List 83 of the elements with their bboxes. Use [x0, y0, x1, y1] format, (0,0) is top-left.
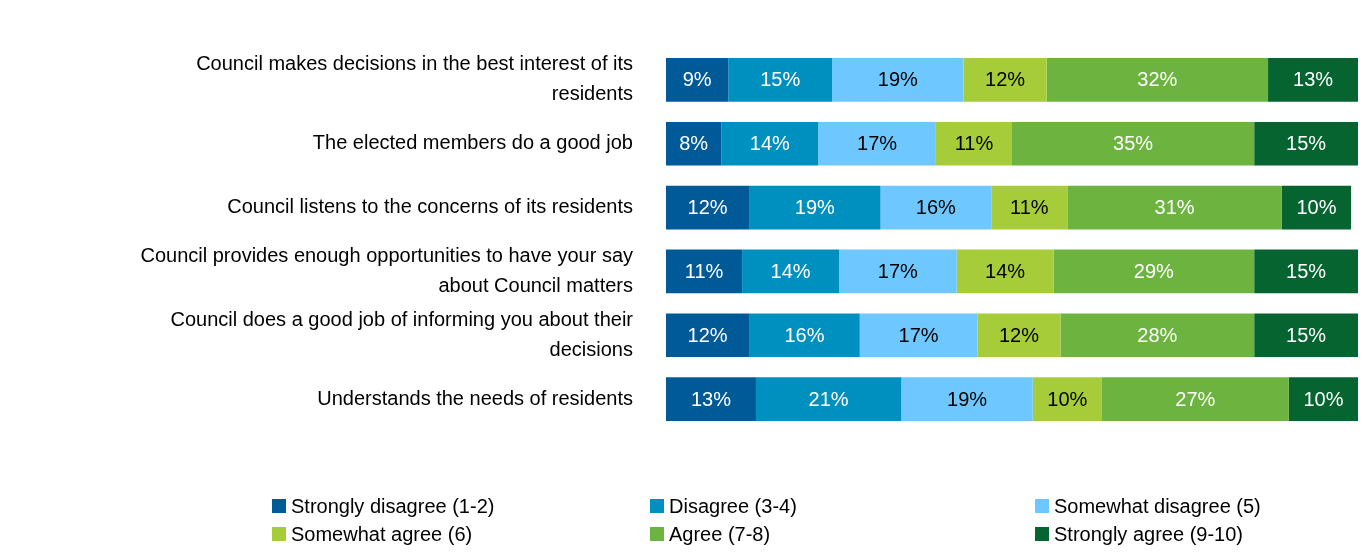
data-label: 32% [1137, 68, 1178, 91]
data-label: 17% [857, 132, 898, 155]
bar [666, 313, 750, 358]
bar [728, 58, 833, 102]
legend-label: Disagree (3-4) [669, 494, 797, 518]
bar [991, 185, 1068, 230]
bar [1254, 313, 1358, 358]
data-label: 10% [1303, 387, 1344, 410]
bar [1012, 121, 1255, 166]
data-label: 11% [1010, 196, 1049, 219]
data-label: 13% [1293, 68, 1334, 91]
bar [1032, 377, 1102, 421]
bar [666, 58, 729, 102]
y-tick-label: Council does a good job of informing you about their decisions [170, 307, 634, 360]
bar [977, 313, 1061, 358]
bar [1288, 377, 1358, 421]
data-label: 27% [1175, 387, 1216, 410]
bar [1268, 58, 1358, 102]
bar [901, 377, 1033, 421]
bar [749, 313, 860, 358]
data-label: 12% [985, 68, 1026, 91]
legend-label: Strongly agree (9-10) [1054, 522, 1243, 546]
data-label: 35% [1113, 132, 1154, 155]
bar [749, 185, 881, 230]
data-label: 10% [1296, 196, 1337, 219]
data-label: 28% [1137, 323, 1178, 346]
data-label: 15% [1286, 259, 1327, 282]
bar [666, 121, 722, 166]
data-label: 12% [998, 323, 1040, 346]
data-label: 16% [784, 323, 825, 346]
data-label: 15% [1286, 323, 1327, 346]
y-tick-label: Council provides enough opportunities to have your say about Council matters [140, 243, 633, 296]
data-label: 14% [985, 259, 1026, 282]
data-label: 17% [877, 259, 919, 282]
data-label: 10% [1047, 387, 1088, 410]
data-label: 19% [794, 196, 836, 219]
bar [935, 121, 1012, 166]
data-label: 12% [687, 323, 728, 346]
bar [721, 121, 819, 166]
data-label: 17% [898, 323, 939, 346]
data-label: 13% [690, 387, 732, 410]
bar [832, 58, 964, 102]
data-label: 16% [915, 196, 957, 219]
bar [963, 58, 1047, 102]
data-label: 19% [877, 68, 919, 91]
y-tick-label: Council makes decisions in the best interest of its residents [196, 52, 633, 105]
bar [1101, 377, 1289, 421]
bar [880, 185, 992, 230]
data-label: 9% [682, 68, 712, 91]
y-tick-label: Understands the needs of residents [317, 386, 633, 409]
data-label: 19% [947, 387, 988, 410]
bar [1254, 121, 1358, 166]
bar [1067, 185, 1282, 230]
y-tick-label: Council listens to the concerns of its residents [227, 195, 633, 218]
bar [666, 377, 756, 421]
bar [818, 121, 936, 166]
legend-label: Somewhat agree (6) [291, 522, 473, 546]
legend-label: Agree (7-8) [669, 522, 771, 546]
bar [1046, 58, 1269, 102]
data-label: 29% [1133, 259, 1175, 282]
bar [956, 249, 1054, 294]
data-label: 31% [1154, 196, 1195, 219]
data-label: 8% [679, 132, 709, 155]
bar [1254, 249, 1358, 294]
bar [839, 249, 957, 294]
y-tick-label: The elected members do a good job [312, 131, 633, 154]
bar [755, 377, 902, 421]
data-label: 11% [954, 132, 994, 155]
data-label: 15% [760, 68, 801, 91]
bar [1053, 249, 1255, 294]
legend-label: Strongly disagree (1-2) [291, 494, 495, 518]
bar [859, 313, 978, 358]
bar [1060, 313, 1255, 358]
data-label: 21% [808, 387, 849, 410]
data-label: 14% [749, 132, 791, 155]
bar [742, 249, 839, 294]
data-label: 14% [770, 259, 811, 282]
data-label: 15% [1286, 132, 1327, 155]
bar [666, 185, 750, 230]
data-label: 11% [684, 259, 724, 282]
legend-label: Somewhat disagree (5) [1054, 494, 1261, 518]
bar [666, 249, 743, 294]
data-label: 12% [687, 196, 728, 219]
